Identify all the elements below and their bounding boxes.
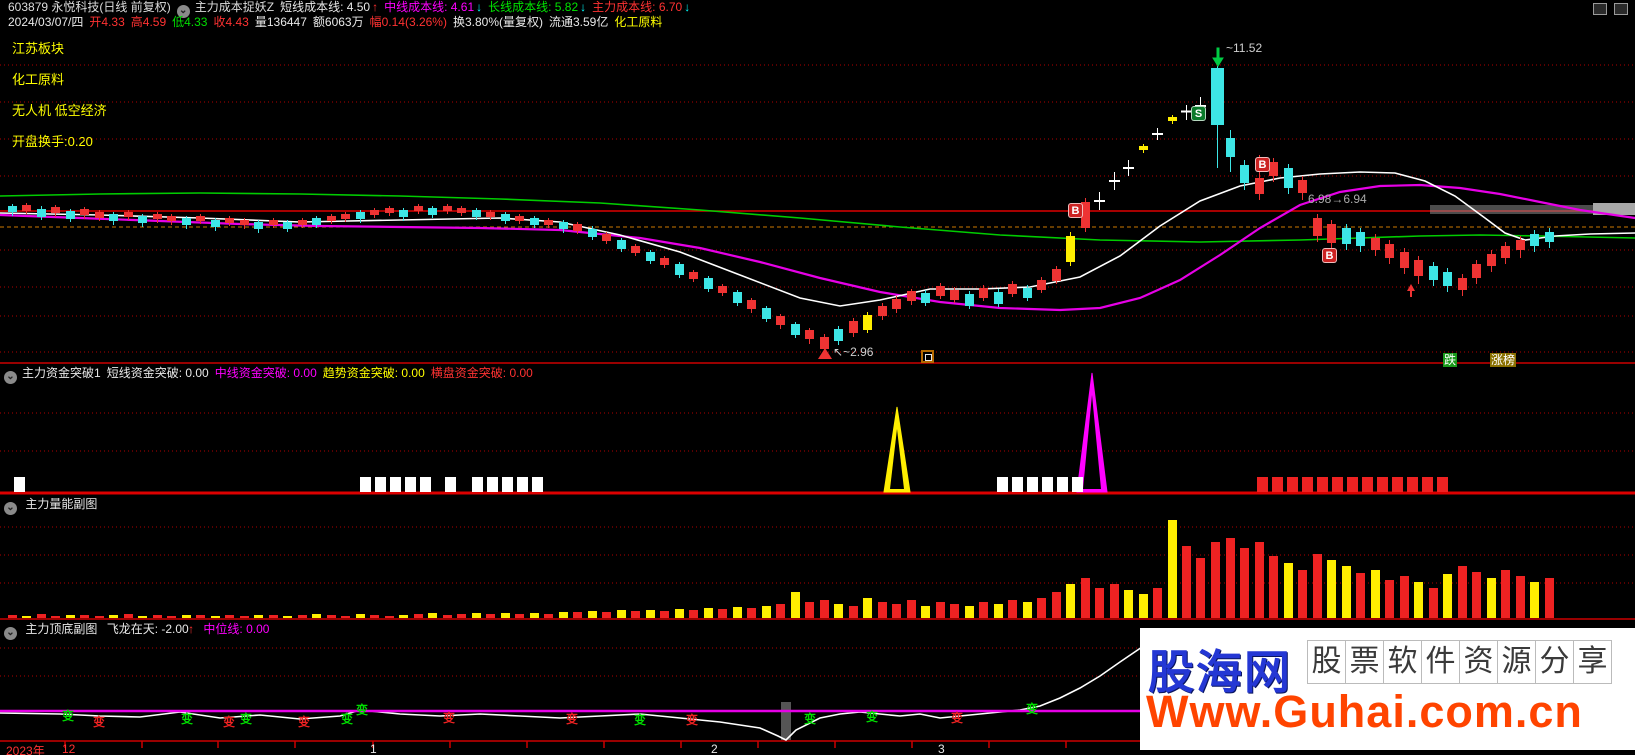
indicator-name: 主力成本捉妖Z — [194, 0, 275, 14]
info-bar: 2024/03/07/四 开4.33 高4.59 低4.33 收4.43 量136447 额… — [8, 15, 668, 30]
bian-mark: 变 — [181, 712, 194, 726]
watermark-tagline-char: 票 — [1345, 640, 1384, 684]
watermark-tagline-char: 股 — [1307, 640, 1346, 684]
axis-label: 3 — [938, 742, 945, 755]
panel2-title: 主力量能副图 — [25, 497, 98, 511]
down-arrow-icon: ↓ — [580, 0, 587, 14]
bian-mark: 变 — [356, 703, 369, 717]
bian-mark: 变 — [866, 710, 879, 724]
panel3-title: 主力顶底副图 — [25, 622, 98, 636]
watermark-tagline-char: 件 — [1421, 640, 1460, 684]
panel1-value-3: 横盘资金突破: 0.00 — [430, 366, 533, 380]
bian-mark: 变 — [1026, 702, 1039, 716]
bian-mark: 变 — [93, 715, 106, 729]
down-arrow-icon: ↓ — [684, 0, 691, 14]
sell-signal-badge: S — [1191, 106, 1206, 121]
bian-mark: 变 — [566, 712, 579, 726]
panel1-title: 主力资金突破1 — [22, 366, 101, 380]
axis-label: 12 — [62, 742, 76, 755]
watermark-tagline-char: 源 — [1497, 640, 1536, 684]
up-arrow-icon: ↑ — [372, 0, 379, 14]
down-arrow-icon: ↓ — [476, 0, 483, 14]
panel1-value-2: 趋势资金突破: 0.00 — [322, 366, 425, 380]
axis-label: 2 — [711, 742, 718, 755]
info-item-5: 量136447 — [254, 15, 307, 29]
watermark-tagline-char: 资 — [1459, 640, 1498, 684]
bian-mark: 变 — [62, 709, 75, 723]
watermark-tagline-char: 享 — [1573, 640, 1612, 684]
bian-mark: 变 — [686, 713, 699, 727]
axis-label: 1 — [370, 742, 377, 755]
collapse-icon[interactable]: ⌄ — [4, 502, 17, 515]
buy-signal-badge: B — [1068, 203, 1083, 218]
buy-signal-badge: B — [1255, 157, 1270, 172]
bian-mark: 变 — [951, 711, 964, 725]
up-arrow-icon: ↑ — [188, 622, 195, 636]
cost-line-1: 中线成本线: 4.61 — [384, 0, 475, 14]
bian-mark: 变 — [298, 715, 311, 729]
buy-signal-badge: B — [1322, 248, 1337, 263]
collapse-icon[interactable]: ⌄ — [4, 371, 17, 384]
cost-line-2: 长线成本线: 5.82 — [488, 0, 579, 14]
fall-chip[interactable]: 跌 — [1443, 353, 1458, 367]
watermark-url: Www.Guhai.com.cn — [1146, 686, 1583, 737]
info-item-1: 开4.33 — [89, 15, 125, 29]
window-close-icon[interactable] — [1614, 3, 1628, 15]
panel3-header: ⌄ 主力顶底副图 飞龙在天: -2.00 ↑ 中位线: 0.00 — [4, 622, 275, 640]
bian-mark: 变 — [634, 713, 647, 727]
panel1-header: ⌄ 主力资金突破1 短线资金突破: 0.00 中线资金突破: 0.00 趋势资金突破: … — [4, 366, 539, 384]
stock-tag: 开盘换手:0.20 — [12, 134, 93, 149]
info-item-9: 流通3.59亿 — [549, 15, 609, 29]
cost-line-0: 短线成本线: 4.50 — [280, 0, 371, 14]
return-icon[interactable] — [921, 350, 934, 363]
bian-mark: 变 — [443, 711, 456, 725]
info-item-8: 换3.80%(量复权) — [452, 15, 543, 29]
watermark: 股海网 股票软件资源分享 Www.Guhai.com.cn — [1140, 628, 1635, 750]
indicator-selector-icon[interactable]: ⌄ — [176, 5, 190, 18]
watermark-site-name: 股海网 — [1148, 646, 1292, 698]
info-item-3: 低4.33 — [172, 15, 208, 29]
bian-mark: 变 — [804, 712, 817, 726]
panel3-value1: 飞龙在天: -2.00 — [106, 622, 189, 636]
rise-chip[interactable]: 涨榜 — [1490, 353, 1517, 367]
window-restore-icon[interactable] — [1593, 3, 1607, 15]
info-item-6: 额6063万 — [312, 15, 364, 29]
swing-high-label: ~11.52 — [1226, 41, 1263, 55]
info-item-4: 收4.43 — [213, 15, 249, 29]
watermark-tagline-char: 分 — [1535, 640, 1574, 684]
panel1-value-0: 短线资金突破: 0.00 — [106, 366, 209, 380]
ma-value-label: 6.98→6.94 — [1308, 192, 1367, 206]
header-bar: 603879 永悦科技(日线 前复权) ⌄ 主力成本捉妖Z 短线成本线: 4.50 ↑ 中… — [8, 0, 696, 18]
stock-tag: 江苏板块 — [12, 41, 65, 56]
cost-line-3: 主力成本线: 6.70 — [592, 0, 683, 14]
panel1-value-1: 中线资金突破: 0.00 — [214, 366, 317, 380]
collapse-icon[interactable]: ⌄ — [4, 627, 17, 640]
panel3-value2: 中位线: 0.00 — [203, 622, 270, 636]
info-item-10: 化工原料 — [614, 15, 663, 29]
bian-mark: 变 — [341, 712, 354, 726]
stock-tag: 化工原料 — [12, 72, 65, 87]
watermark-tagline-char: 软 — [1383, 640, 1422, 684]
stock-tag: 无人机 低空经济 — [12, 103, 107, 118]
info-item-7: 幅0.14(3.26%) — [369, 15, 447, 29]
info-item-2: 高4.59 — [130, 15, 167, 29]
watermark-tagline: 股票软件资源分享 — [1307, 640, 1612, 684]
info-item-0: 2024/03/07/四 — [8, 15, 84, 29]
bian-mark: 变 — [240, 712, 253, 726]
stock-title: 603879 永悦科技(日线 前复权) — [8, 0, 171, 14]
swing-low-label: ↖~2.96 — [833, 345, 874, 359]
axis-label: 2023年 — [6, 744, 45, 755]
panel2-header: ⌄ 主力量能副图 — [4, 497, 103, 515]
bian-mark: 变 — [223, 715, 236, 729]
